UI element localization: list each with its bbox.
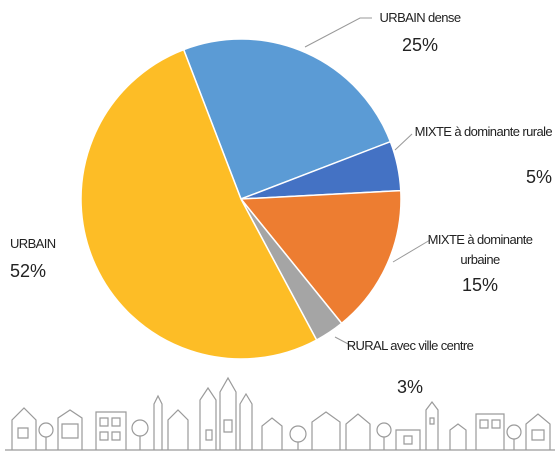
slice-label: MIXTE à dominante urbaine <box>427 232 533 267</box>
value-label: 5% <box>525 167 552 187</box>
leader-line <box>392 239 431 263</box>
skyline <box>5 376 555 451</box>
slice-label: RURAL avec ville centre <box>346 338 474 353</box>
slice-label: URBAIN dense <box>379 10 462 25</box>
leader-line <box>304 17 372 48</box>
leader-line <box>334 336 353 347</box>
slice-label: MIXTE à dominante rurale <box>414 124 553 139</box>
value-label: 3% <box>396 377 423 397</box>
slice-label: URBAIN <box>10 236 56 251</box>
value-label: 52% <box>10 261 47 281</box>
value-label: 15% <box>461 275 499 295</box>
pie-slice <box>80 48 318 360</box>
value-label: 25% <box>401 35 439 55</box>
pie-slice <box>182 38 392 200</box>
leader-line <box>394 133 413 151</box>
pie-slice <box>239 189 402 325</box>
